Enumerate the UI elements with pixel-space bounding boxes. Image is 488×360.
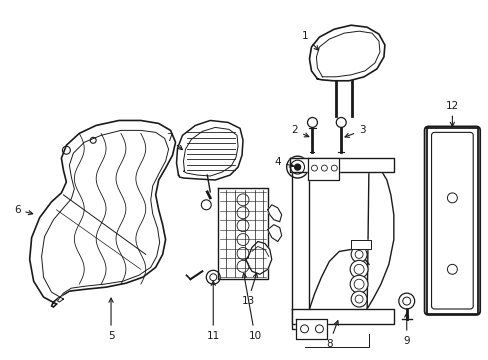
Polygon shape <box>289 158 393 172</box>
Circle shape <box>350 291 366 307</box>
Circle shape <box>286 156 308 178</box>
FancyBboxPatch shape <box>424 126 479 315</box>
Polygon shape <box>41 130 168 302</box>
Text: 11: 11 <box>206 281 220 341</box>
Text: 10: 10 <box>242 273 261 341</box>
Text: 4: 4 <box>274 157 293 167</box>
Circle shape <box>349 260 367 278</box>
Text: 8: 8 <box>325 321 338 349</box>
Polygon shape <box>295 319 326 339</box>
Text: 3: 3 <box>345 125 365 138</box>
Text: 9: 9 <box>403 313 409 346</box>
Polygon shape <box>426 129 477 314</box>
Polygon shape <box>176 121 243 180</box>
Circle shape <box>349 275 367 293</box>
Polygon shape <box>218 188 267 279</box>
Polygon shape <box>183 127 238 176</box>
Circle shape <box>398 293 414 309</box>
Circle shape <box>350 247 366 262</box>
Text: 5: 5 <box>107 298 114 341</box>
Polygon shape <box>309 25 384 81</box>
Polygon shape <box>307 158 339 180</box>
Polygon shape <box>245 242 271 274</box>
Text: 12: 12 <box>445 100 458 126</box>
Polygon shape <box>30 121 175 307</box>
Circle shape <box>294 164 300 170</box>
Polygon shape <box>267 225 281 242</box>
Text: 2: 2 <box>291 125 308 137</box>
FancyBboxPatch shape <box>431 132 472 309</box>
Polygon shape <box>291 160 309 329</box>
Polygon shape <box>364 160 393 324</box>
Text: 13: 13 <box>241 273 257 306</box>
Text: 7: 7 <box>165 133 182 150</box>
Text: 6: 6 <box>14 205 33 215</box>
Text: 1: 1 <box>301 31 318 50</box>
Polygon shape <box>267 205 281 222</box>
Polygon shape <box>350 239 370 249</box>
Polygon shape <box>291 309 393 324</box>
